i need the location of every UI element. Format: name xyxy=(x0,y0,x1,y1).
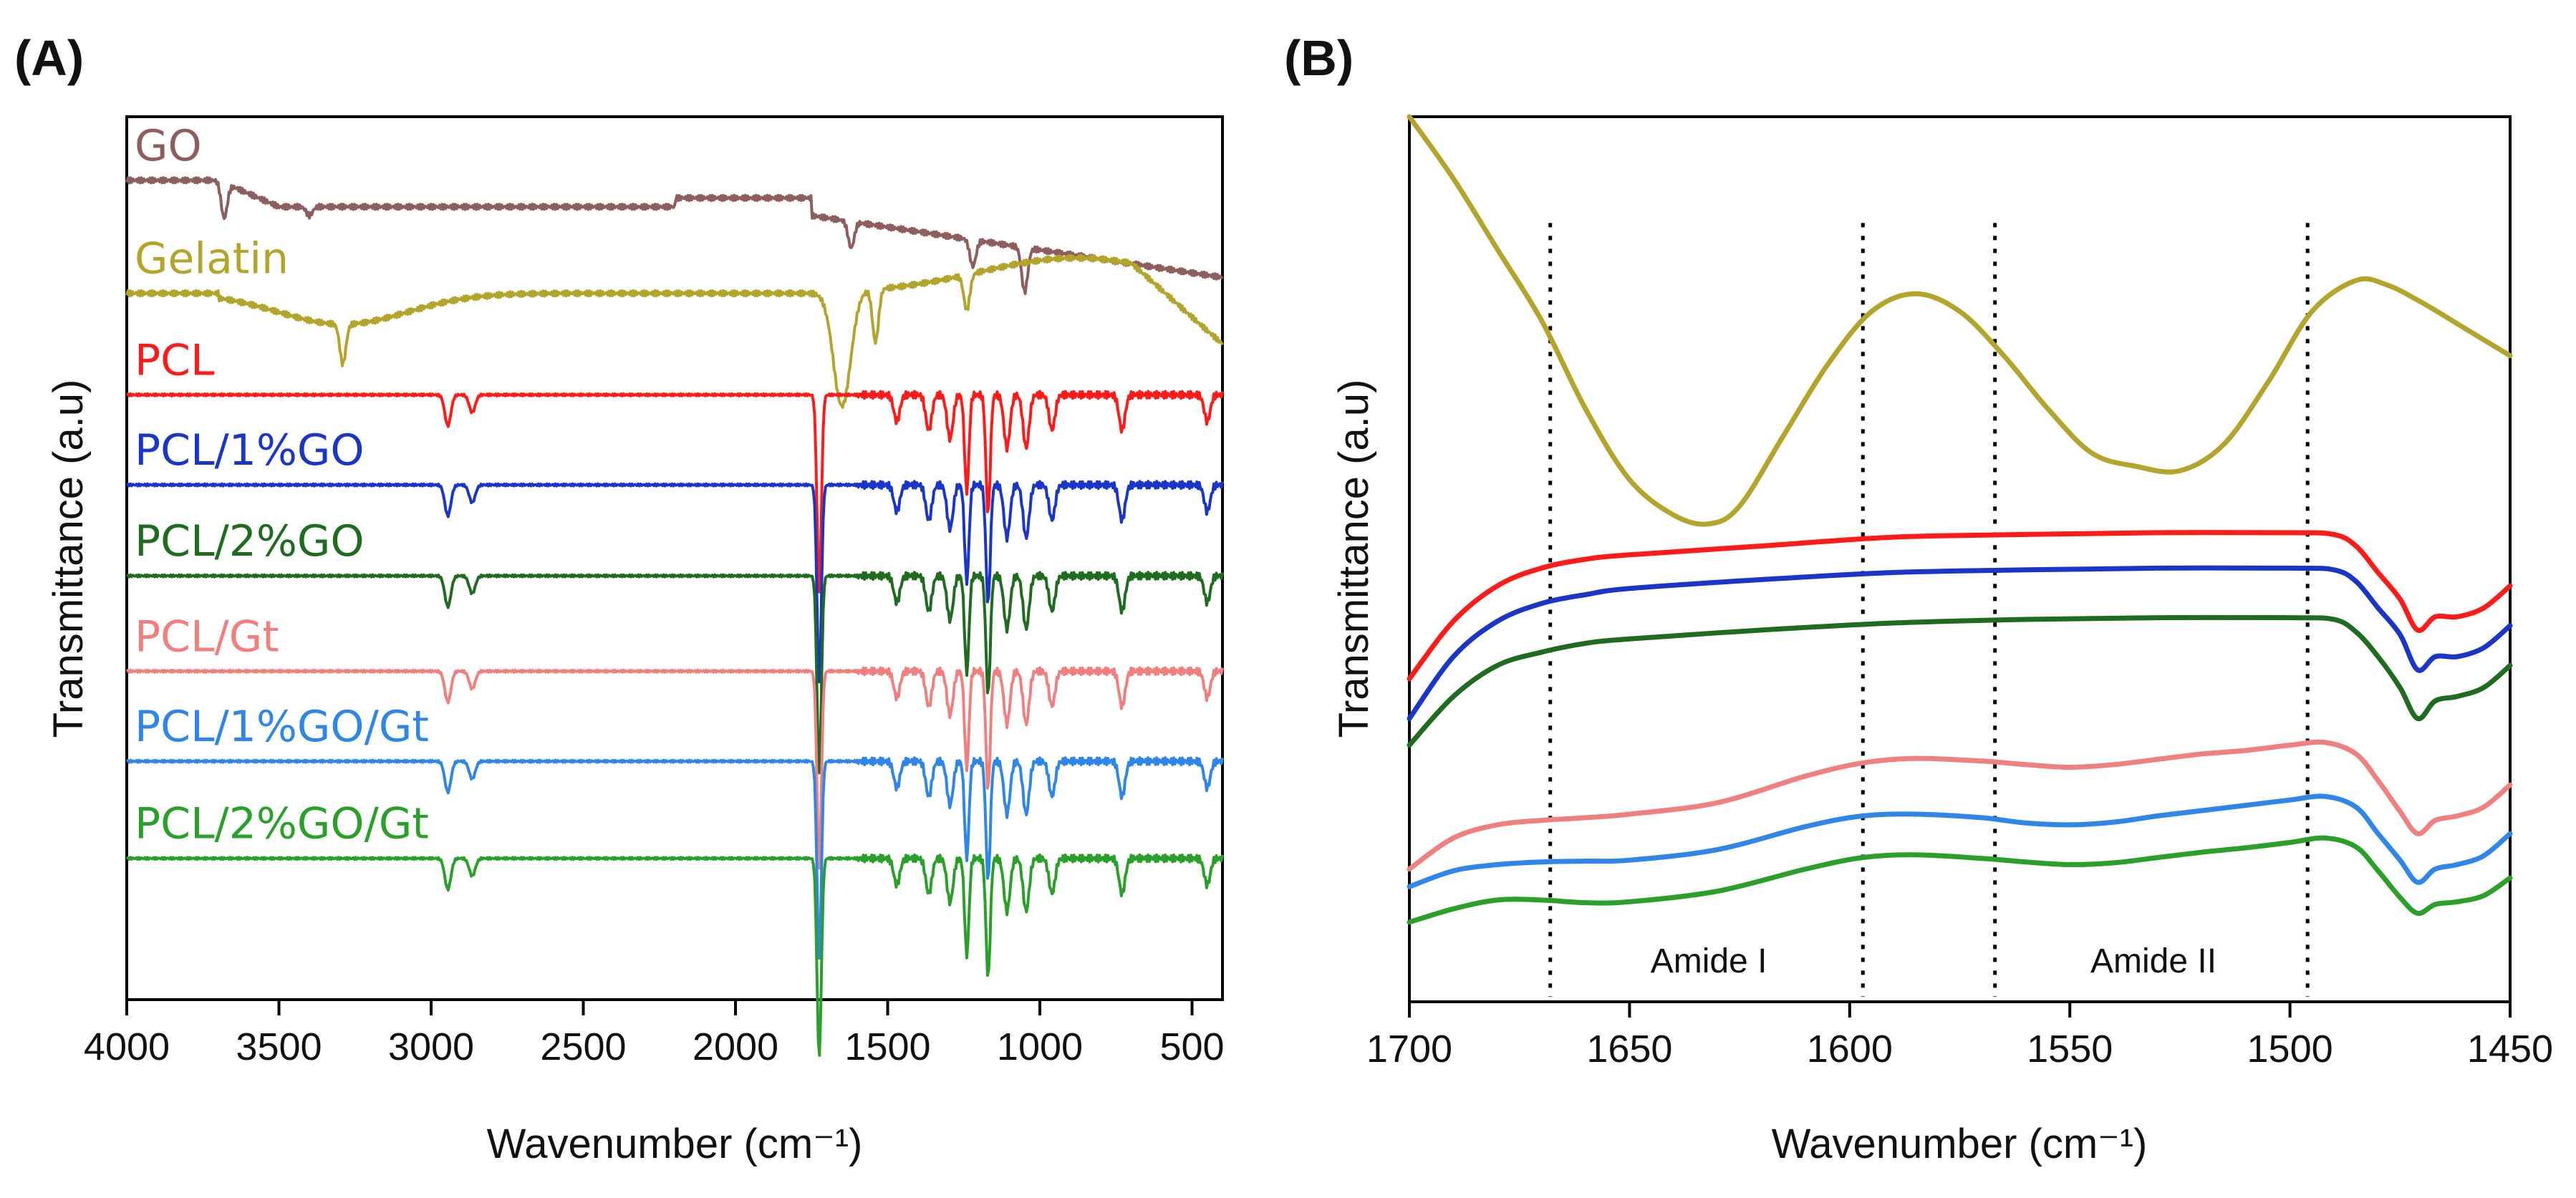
series-label-go: GO xyxy=(135,121,202,171)
series-line-pcl-1pctgo-gt xyxy=(125,756,1224,960)
series-line-pcl-2pctgo xyxy=(125,571,1224,775)
x-tick-label: 1700 xyxy=(1366,1028,1452,1071)
series-line-pcl-1pctgo-gt xyxy=(1407,793,2513,889)
series-label-gelatin: Gelatin xyxy=(135,234,289,284)
x-tick-label: 3000 xyxy=(388,1025,474,1068)
series-line-pcl-2pctgo-gt xyxy=(125,853,1224,1057)
panel-b: (B) 1700 1650 1600 1550 1500 1450 Amide I Amid… xyxy=(1284,30,2553,1167)
x-tick-label: 1650 xyxy=(1586,1028,1672,1071)
series-label-pcl-1pctgo: PCL/1%GO xyxy=(135,425,365,475)
series-label-pcl-gt: PCL/Gt xyxy=(135,612,279,662)
region-label-amide-ii: Amide II xyxy=(2090,942,2216,980)
x-ticks-a: 4000 3500 3000 2500 2000 1500 1000 500 xyxy=(84,1000,1225,1068)
series-line-pcl-2pctgo xyxy=(1407,614,2513,748)
x-tick-label: 500 xyxy=(1159,1025,1224,1068)
panel-a: (A) GO Gelatin PCL PCL/1%GO PCL/2%GO PCL/Gt PC… xyxy=(14,30,1225,1167)
x-tick-label: 1600 xyxy=(1807,1028,1893,1071)
region-label-amide-i: Amide I xyxy=(1651,942,1767,980)
series-label-pcl-1pctgo-gt: PCL/1%GO/Gt xyxy=(135,702,429,752)
region-labels-b: Amide I Amide II xyxy=(1651,942,2216,980)
series-label-pcl: PCL xyxy=(135,335,215,385)
panel-label-a: (A) xyxy=(14,30,84,86)
x-axis-title-a: Wavenumber (cm⁻¹) xyxy=(487,1121,863,1167)
series-group-a: GO Gelatin PCL PCL/1%GO PCL/2%GO PCL/Gt PCL/1%… xyxy=(125,121,1224,1057)
series-group-b xyxy=(1407,114,2513,925)
series-label-pcl-2pctgo-gt: PCL/2%GO/Gt xyxy=(135,799,429,849)
series-line-gelatin xyxy=(125,253,1224,409)
x-tick-label: 2000 xyxy=(693,1025,778,1068)
series-line-gelatin xyxy=(1407,114,2513,527)
series-line-pcl-gt xyxy=(1407,739,2513,872)
x-tick-label: 4000 xyxy=(84,1025,170,1068)
x-tick-label: 1550 xyxy=(2027,1028,2113,1071)
plot-frame-a xyxy=(125,115,1224,1001)
y-axis-title-b: Transmittance (a.u) xyxy=(1331,380,1377,738)
x-tick-label: 1450 xyxy=(2467,1028,2553,1071)
series-line-go xyxy=(125,176,1224,296)
series-line-pcl xyxy=(1407,530,2513,682)
x-tick-label: 3500 xyxy=(236,1025,322,1068)
series-line-pcl-1pctgo xyxy=(125,480,1224,684)
series-line-pcl-1pctgo xyxy=(1407,565,2513,721)
series-label-pcl-2pctgo: PCL/2%GO xyxy=(135,516,365,566)
x-axis-title-b: Wavenumber (cm⁻¹) xyxy=(1772,1121,2148,1167)
y-axis-title-a: Transmittance (a.u) xyxy=(45,380,92,738)
x-tick-label: 1500 xyxy=(844,1025,930,1068)
reference-lines-b xyxy=(1548,223,2310,997)
x-tick-label: 1500 xyxy=(2247,1028,2333,1071)
plot-frame-b xyxy=(1408,115,2512,1003)
series-line-pcl xyxy=(125,390,1224,594)
x-tick-label: 1000 xyxy=(997,1025,1083,1068)
x-tick-label: 2500 xyxy=(540,1025,626,1068)
x-ticks-b: 1700 1650 1600 1550 1500 1450 xyxy=(1366,1002,2553,1071)
series-line-pcl-gt xyxy=(125,666,1224,870)
series-line-pcl-2pctgo-gt xyxy=(1407,835,2513,925)
panel-label-b: (B) xyxy=(1284,30,1354,86)
